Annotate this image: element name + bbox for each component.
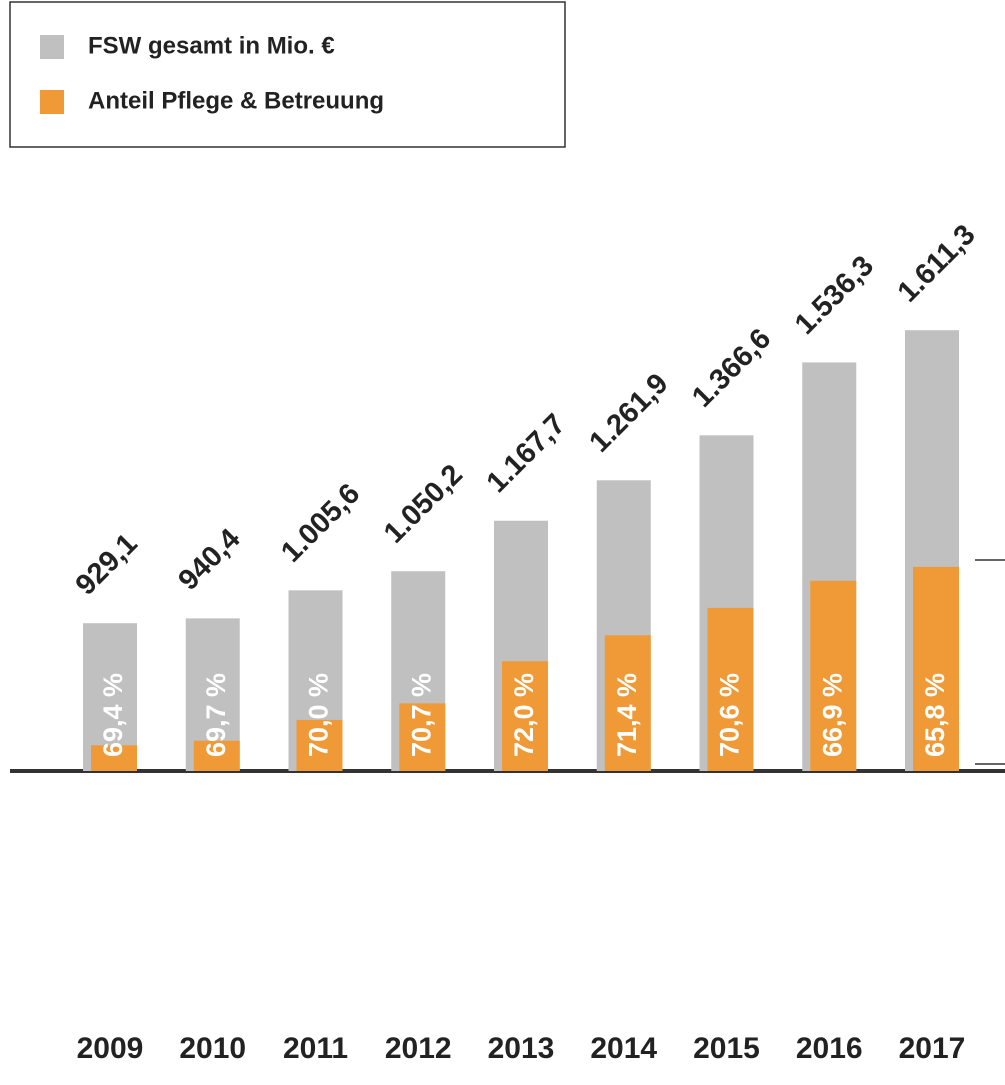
legend-box: [9, 1, 566, 148]
share-label: 72,0 %: [509, 673, 539, 757]
bar-share: [502, 661, 548, 771]
share-label: 70,7 %: [406, 673, 436, 757]
bar-share: [707, 607, 754, 771]
x-tick-label: 2015: [693, 1032, 760, 1065]
bar-share: [399, 703, 446, 771]
value-label: 1.005,6: [275, 478, 366, 569]
value-label: 1.261,9: [583, 368, 674, 459]
x-tick-label: 2014: [590, 1032, 657, 1065]
x-tick-label: 2012: [385, 1032, 452, 1065]
value-label: 929,1: [70, 528, 144, 602]
share-label: 70,0 %: [304, 673, 334, 757]
share-label: 70,6 %: [715, 673, 745, 757]
value-label: 1.366,6: [686, 323, 777, 414]
share-label: 65,8 %: [920, 673, 950, 757]
bar-share: [91, 745, 137, 771]
x-tick-label: 2013: [488, 1032, 555, 1065]
bar-share: [193, 740, 240, 771]
legend-label: Anteil Pflege & Betreuung: [88, 87, 384, 114]
x-tick-label: 2011: [283, 1032, 348, 1065]
value-label: 1.167,7: [481, 408, 572, 499]
value-label: 940,4: [172, 523, 246, 597]
legend-swatch: [40, 90, 64, 114]
share-label: 71,4 %: [612, 673, 642, 757]
share-label: 69,4 %: [98, 673, 128, 757]
x-tick-label: 2017: [899, 1032, 966, 1065]
share-label: 69,7 %: [201, 673, 231, 757]
bar-share: [296, 719, 343, 771]
legend-label: FSW gesamt in Mio. €: [88, 32, 335, 59]
x-tick-label: 2009: [77, 1032, 144, 1065]
legend-swatch: [40, 35, 64, 59]
x-tick-label: 2010: [179, 1032, 246, 1065]
bar-share: [810, 580, 857, 771]
value-label: 1.050,2: [378, 459, 469, 550]
bar-share: [913, 566, 959, 771]
bar-share: [604, 635, 651, 771]
x-tick-label: 2016: [796, 1032, 863, 1065]
value-label: 1.536,3: [789, 250, 880, 341]
share-label: 66,9 %: [817, 673, 847, 757]
value-label: 1.611,3: [892, 219, 982, 309]
